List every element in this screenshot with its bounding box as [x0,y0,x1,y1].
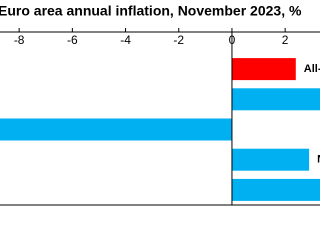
category-label: N [317,154,320,166]
chart-title: Euro area annual inflation, November 202… [0,3,302,19]
x-tick-label: 2 [282,33,289,47]
bar [231,58,296,81]
x-tick-label: -6 [67,33,78,47]
x-tick-label: -4 [120,33,131,47]
x-tick-label: -8 [14,33,25,47]
category-label: All- [304,63,320,75]
x-tick-label: -2 [173,33,184,47]
bar [231,178,320,201]
bar [231,88,320,111]
bar [0,118,232,141]
bar [231,148,310,171]
